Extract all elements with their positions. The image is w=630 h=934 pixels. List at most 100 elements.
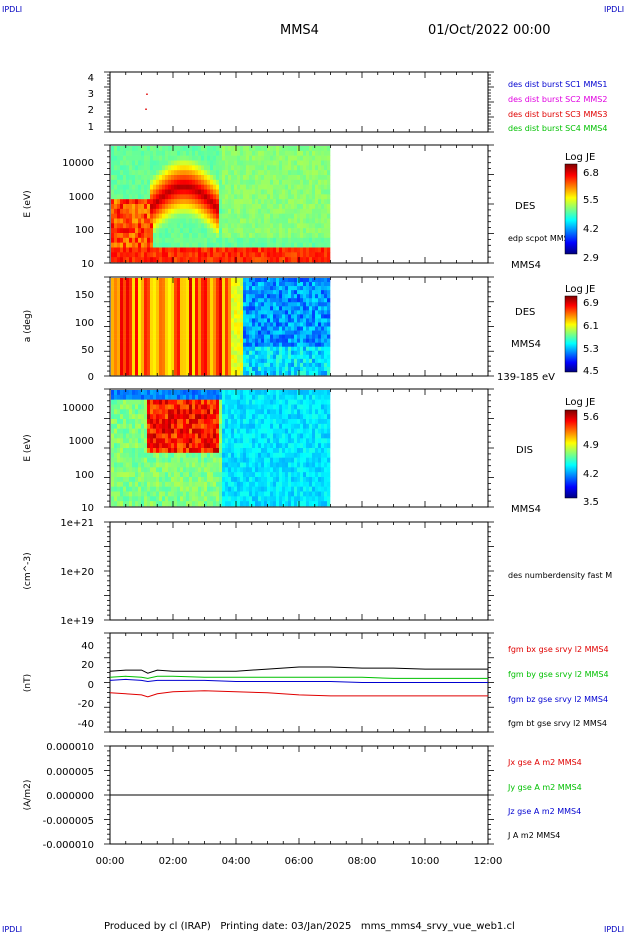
spectrogram-cell — [264, 477, 268, 483]
spectrogram-cell — [273, 467, 277, 473]
spectrogram-cell — [210, 179, 214, 185]
spectrogram-cell — [132, 338, 136, 343]
spectrogram-cell — [114, 257, 118, 263]
spectrogram-cell — [303, 350, 307, 356]
spectrogram-cell — [180, 228, 184, 234]
spectrogram-cell — [162, 318, 166, 323]
spectrogram-cell — [279, 414, 283, 420]
spectrogram-cell — [228, 199, 232, 205]
spectrogram-cell — [303, 175, 307, 181]
spectrogram-cell — [255, 170, 259, 176]
spectrogram-cell — [294, 346, 298, 352]
spectrogram-cell — [258, 481, 262, 487]
spectrogram-cell — [237, 370, 241, 376]
spectrogram-cell — [135, 338, 139, 343]
spectrogram-cell — [174, 170, 178, 176]
spectrogram-cell — [126, 467, 130, 473]
spectrogram-cell — [153, 496, 157, 502]
spectrogram-cell — [285, 155, 289, 161]
spectrogram-cell — [222, 390, 226, 396]
spectrogram-cell — [231, 419, 235, 425]
spectrogram-cell — [258, 350, 262, 356]
spectrogram-cell — [174, 501, 178, 507]
spectrogram-cell — [162, 366, 166, 372]
spectrogram-cell — [327, 282, 331, 287]
spectrogram-cell — [198, 399, 202, 405]
spectrogram-cell — [288, 477, 292, 483]
spectrogram-cell — [123, 310, 127, 315]
spectrogram-cell — [111, 170, 115, 176]
spectrogram-cell — [183, 170, 187, 176]
spectrogram-cell — [126, 213, 130, 219]
spectrogram-cell — [255, 302, 259, 307]
spectrogram-cell — [186, 354, 190, 360]
spectrogram-cell — [234, 223, 238, 229]
spectrogram-cell — [255, 282, 259, 287]
spectrogram-cell — [240, 314, 244, 319]
spectrogram-cell — [225, 452, 229, 458]
spectrogram-cell — [234, 175, 238, 181]
spectrogram-cell — [138, 213, 142, 219]
spectrogram-cell — [135, 462, 139, 468]
spectrogram-cell — [228, 354, 232, 360]
spectrogram-cell — [150, 252, 154, 258]
spectrogram-cell — [267, 428, 271, 434]
spectrogram-cell — [177, 208, 181, 214]
spectrogram-cell — [114, 155, 118, 161]
spectrogram-cell — [261, 184, 265, 190]
spectrogram-cell — [225, 290, 229, 295]
spectrogram-cell — [120, 146, 124, 152]
spectrogram-cell — [153, 423, 157, 429]
spectrogram-cell — [222, 247, 226, 253]
spectrogram-cell — [273, 314, 277, 319]
spectrogram-cell — [159, 179, 163, 185]
spectrogram-cell — [291, 399, 295, 405]
spectrogram-cell — [219, 462, 223, 468]
spectrogram-cell — [171, 342, 175, 348]
spectrogram-cell — [321, 213, 325, 219]
spectrogram-cell — [111, 366, 115, 372]
spectrogram-cell — [288, 278, 292, 283]
spectrogram-cell — [252, 404, 256, 410]
spectrogram-cell — [225, 170, 229, 176]
spectrogram-cell — [225, 310, 229, 315]
spectrogram-cell — [189, 443, 193, 449]
spectrogram-cell — [270, 472, 274, 478]
spectrogram-cell — [219, 302, 223, 307]
spectrogram-cell — [141, 467, 145, 473]
spectrogram-cell — [303, 155, 307, 161]
spectrogram-cell — [249, 501, 253, 507]
spectrogram-cell — [117, 338, 121, 343]
spectrogram-cell — [195, 306, 199, 311]
spectrogram-cell — [120, 218, 124, 224]
spectrogram-cell — [189, 326, 193, 331]
spectrogram-cell — [138, 208, 142, 214]
spectrogram-cell — [216, 448, 220, 454]
spectrogram-cell — [234, 486, 238, 492]
spectrogram-cell — [294, 457, 298, 463]
spectrogram-cell — [180, 433, 184, 439]
spectrogram-cell — [279, 286, 283, 291]
spectrogram-cell — [303, 233, 307, 239]
spectrogram-cell — [246, 404, 250, 410]
spectrogram-cell — [126, 462, 130, 468]
spectrogram-cell — [144, 294, 148, 299]
spectrogram-cell — [159, 204, 163, 210]
spectrogram-cell — [282, 354, 286, 360]
spectrogram-cell — [129, 208, 133, 214]
spectrogram-cell — [141, 228, 145, 234]
spectrogram-cell — [153, 223, 157, 229]
spectrogram-cell — [117, 346, 121, 352]
spectrogram-cell — [243, 179, 247, 185]
spectrogram-cell — [306, 306, 310, 311]
spectrogram-cell — [135, 330, 139, 335]
spectrogram-cell — [207, 338, 211, 343]
spectrogram-cell — [255, 428, 259, 434]
spectrogram-cell — [201, 242, 205, 248]
spectrogram-cell — [252, 342, 256, 348]
spectrogram-cell — [150, 467, 154, 473]
spectrogram-cell — [273, 290, 277, 295]
spectrogram-cell — [141, 330, 145, 335]
spectrogram-cell — [168, 314, 172, 319]
